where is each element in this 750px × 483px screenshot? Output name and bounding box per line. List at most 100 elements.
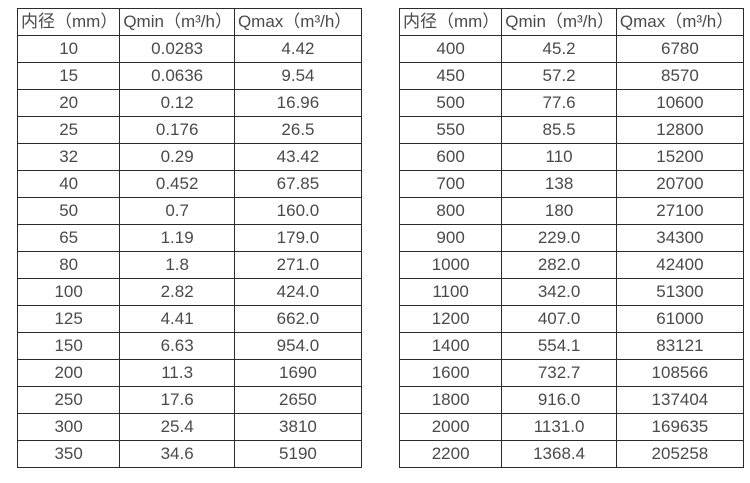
table-cell: 34.6 xyxy=(119,440,235,468)
table-cell: 400 xyxy=(398,35,503,63)
table-cell: 1000 xyxy=(398,251,503,279)
table-cell: 15200 xyxy=(615,143,744,171)
table-cell: 342.0 xyxy=(501,278,617,306)
table-row: 250 17.6 2650 xyxy=(16,386,362,414)
table-cell: 500 xyxy=(398,89,503,117)
table-cell: 1800 xyxy=(398,386,503,414)
table-cell: 1690 xyxy=(233,359,362,387)
table-row: 2000 1131.0 169635 xyxy=(398,413,744,441)
table-cell: 20 xyxy=(16,89,121,117)
table-cell: 1131.0 xyxy=(501,413,617,441)
table-cell: 80 xyxy=(16,251,121,279)
table-row: 400 45.2 6780 xyxy=(398,35,744,63)
table-cell: 554.1 xyxy=(501,332,617,360)
table-cell: 138 xyxy=(501,170,617,198)
table-cell: 300 xyxy=(16,413,121,441)
table-cell: 26.5 xyxy=(233,116,362,144)
table-cell: 6780 xyxy=(615,35,744,63)
table-row: 800 180 27100 xyxy=(398,197,744,225)
table-cell: 32 xyxy=(16,143,121,171)
table-cell: 916.0 xyxy=(501,386,617,414)
table-row: 1400 554.1 83121 xyxy=(398,332,744,360)
table-row: 15 0.0636 9.54 xyxy=(16,62,362,90)
table-cell: 125 xyxy=(16,305,121,333)
table-cell: 550 xyxy=(398,116,503,144)
table-cell: 407.0 xyxy=(501,305,617,333)
table-cell: 51300 xyxy=(615,278,744,306)
table-cell: 108566 xyxy=(615,359,744,387)
table-row: 25 0.176 26.5 xyxy=(16,116,362,144)
flow-range-table-large-diameters: 内径（mm） Qmin（m³/h） Qmax（m³/h） 400 45.2 6780 45… xyxy=(398,8,744,468)
table-row: 2200 1368.4 205258 xyxy=(398,440,744,468)
table-cell: 1.8 xyxy=(119,251,235,279)
table-row: 300 25.4 3810 xyxy=(16,413,362,441)
table-row: 700 138 20700 xyxy=(398,170,744,198)
table-row: 550 85.5 12800 xyxy=(398,116,744,144)
table-row: 65 1.19 179.0 xyxy=(16,224,362,252)
column-header: Qmin（m³/h） xyxy=(501,8,617,36)
table-cell: 250 xyxy=(16,386,121,414)
table-row: 50 0.7 160.0 xyxy=(16,197,362,225)
table-row: 100 2.82 424.0 xyxy=(16,278,362,306)
table-cell: 2200 xyxy=(398,440,503,468)
table-cell: 2650 xyxy=(233,386,362,414)
table-cell: 65 xyxy=(16,224,121,252)
table-cell: 20700 xyxy=(615,170,744,198)
table-cell: 0.176 xyxy=(119,116,235,144)
table-cell: 16.96 xyxy=(233,89,362,117)
table-cell: 85.5 xyxy=(501,116,617,144)
column-header: Qmin（m³/h） xyxy=(119,8,235,36)
table-cell: 800 xyxy=(398,197,503,225)
table-cell: 9.54 xyxy=(233,62,362,90)
table-cell: 600 xyxy=(398,143,503,171)
table-cell: 1200 xyxy=(398,305,503,333)
table-cell: 1.19 xyxy=(119,224,235,252)
table-cell: 200 xyxy=(16,359,121,387)
table-cell: 150 xyxy=(16,332,121,360)
table-row: 500 77.6 10600 xyxy=(398,89,744,117)
table-row: 32 0.29 43.42 xyxy=(16,143,362,171)
flow-range-table-small-diameters: 内径（mm） Qmin（m³/h） Qmax（m³/h） 10 0.0283 4.42 1… xyxy=(16,8,362,468)
table-cell: 8570 xyxy=(615,62,744,90)
column-header: Qmax（m³/h） xyxy=(615,8,744,36)
table-cell: 110 xyxy=(501,143,617,171)
table-cell: 100 xyxy=(16,278,121,306)
table-cell: 350 xyxy=(16,440,121,468)
header-row: 内径（mm） Qmin（m³/h） Qmax（m³/h） xyxy=(398,8,744,36)
table-cell: 25 xyxy=(16,116,121,144)
table-row: 450 57.2 8570 xyxy=(398,62,744,90)
table-cell: 229.0 xyxy=(501,224,617,252)
table-row: 1600 732.7 108566 xyxy=(398,359,744,387)
table-cell: 57.2 xyxy=(501,62,617,90)
table-cell: 1400 xyxy=(398,332,503,360)
table-cell: 61000 xyxy=(615,305,744,333)
table-cell: 0.29 xyxy=(119,143,235,171)
table-cell: 282.0 xyxy=(501,251,617,279)
table-cell: 17.6 xyxy=(119,386,235,414)
table-row: 1200 407.0 61000 xyxy=(398,305,744,333)
table-cell: 2000 xyxy=(398,413,503,441)
table-cell: 700 xyxy=(398,170,503,198)
table-cell: 12800 xyxy=(615,116,744,144)
header-row: 内径（mm） Qmin（m³/h） Qmax（m³/h） xyxy=(16,8,362,36)
table-cell: 4.42 xyxy=(233,35,362,63)
table-cell: 40 xyxy=(16,170,121,198)
table-row: 1000 282.0 42400 xyxy=(398,251,744,279)
column-header: 内径（mm） xyxy=(16,8,121,36)
table-cell: 3810 xyxy=(233,413,362,441)
table-cell: 0.12 xyxy=(119,89,235,117)
table-cell: 662.0 xyxy=(233,305,362,333)
table-cell: 1100 xyxy=(398,278,503,306)
table-cell: 0.452 xyxy=(119,170,235,198)
column-header: Qmax（m³/h） xyxy=(233,8,362,36)
table-cell: 954.0 xyxy=(233,332,362,360)
table-cell: 6.63 xyxy=(119,332,235,360)
table-cell: 271.0 xyxy=(233,251,362,279)
table-cell: 25.4 xyxy=(119,413,235,441)
table-row: 10 0.0283 4.42 xyxy=(16,35,362,63)
table-cell: 205258 xyxy=(615,440,744,468)
table-cell: 900 xyxy=(398,224,503,252)
table-row: 20 0.12 16.96 xyxy=(16,89,362,117)
table-cell: 15 xyxy=(16,62,121,90)
